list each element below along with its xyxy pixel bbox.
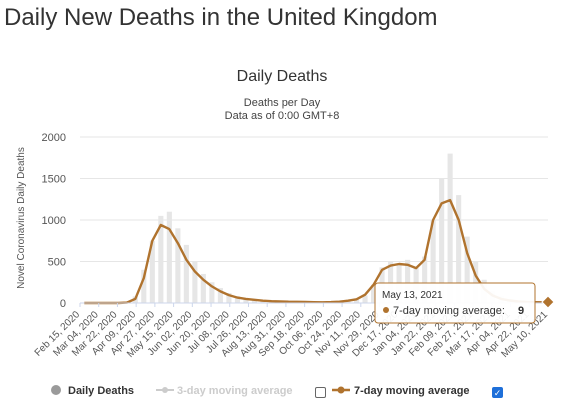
legend-sma3-symbol-dot [162,387,168,393]
daily-deaths-bar [192,261,198,303]
tooltip-value: 9 [518,305,524,317]
y-tick-label: 1500 [42,174,66,186]
page-heading: Daily New Deaths in the United Kingdom [4,4,438,31]
daily-deaths-bar [464,236,470,303]
y-tick-label: 2000 [42,132,66,144]
y-axis-ticks: 0 500 1000 1500 2000 [42,132,66,310]
hover-marker [541,295,555,309]
legend: Daily Deaths 3-day moving average 7-day … [51,385,470,397]
daily-deaths-bar [200,273,206,303]
daily-deaths-bar [439,178,445,303]
legend-item-sma7[interactable]: 7-day moving average [332,385,470,397]
daily-deaths-bar [234,296,240,303]
daily-deaths-bar [473,261,479,303]
legend-item-sma3[interactable]: 3-day moving average [156,385,293,397]
legend-daily-deaths-symbol [51,385,61,395]
y-tick-label: 0 [60,298,66,310]
tooltip-series-label: 7-day moving average: [393,305,505,317]
legend-sma3-label: 3-day moving average [177,385,293,397]
daily-deaths-bar [422,256,428,303]
tooltip-series-dot [383,307,389,313]
daily-deaths-bar [388,261,394,303]
daily-deaths-bar [345,300,351,303]
daily-deaths-bar [217,288,223,303]
daily-deaths-bar [141,269,147,303]
y-tick-label: 1000 [42,215,66,227]
tooltip-box [374,282,536,324]
daily-deaths-bar [166,211,172,303]
daily-deaths-bar [405,259,411,303]
daily-deaths-bar [226,293,232,303]
daily-deaths-bar [430,220,436,303]
y-tick-label: 500 [48,257,66,269]
daily-deaths-bar [371,284,377,303]
daily-deaths-bar [149,240,155,303]
daily-deaths-bar [209,282,215,303]
tooltip: May 13, 2021 7-day moving average: 9 [374,282,555,324]
sma7-checkbox[interactable] [492,387,503,398]
daily-deaths-bar [183,244,189,303]
sma3-checkbox[interactable] [315,387,326,398]
daily-deaths-bar [362,295,368,303]
daily-deaths-bar [175,228,181,303]
chart-title: Daily Deaths [237,68,328,85]
daily-deaths-bar [456,195,462,303]
legend-sma7-symbol-dot [337,386,345,394]
y-axis-title: Novel Coronavirus Daily Deaths [16,147,27,289]
daily-deaths-bar [447,153,453,303]
daily-deaths-bars [124,153,547,303]
daily-deaths-bar [243,298,249,303]
legend-sma7-label: 7-day moving average [354,385,470,397]
tooltip-date: May 13, 2021 [382,290,443,301]
daily-deaths-bar [158,215,164,303]
chart-subtitle-line-1: Deaths per Day [244,97,321,109]
daily-deaths-bar [353,299,360,303]
legend-daily-deaths-label: Daily Deaths [68,385,134,397]
daily-deaths-bar [251,299,257,303]
legend-item-daily-deaths[interactable]: Daily Deaths [51,385,134,397]
sma7-series-line [84,198,544,305]
chart-subtitle-line-2: Data as of 0:00 GMT+8 [225,110,340,122]
